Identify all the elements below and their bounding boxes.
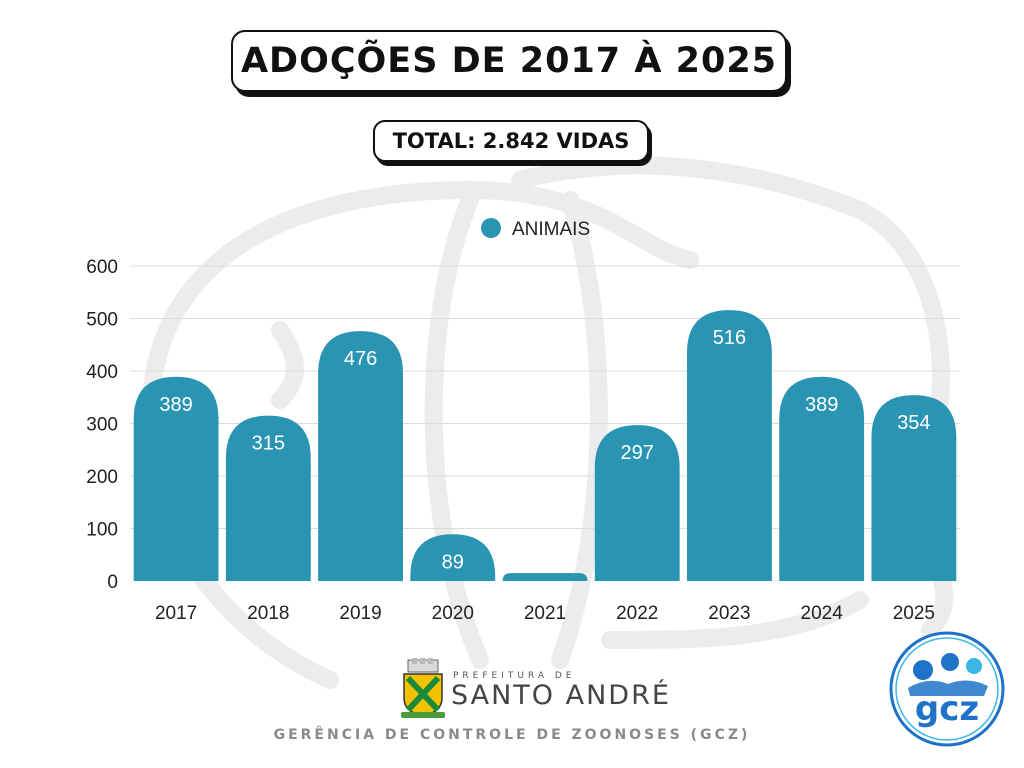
legend-marker-animais [481,218,501,238]
data-label-2020: 89 [442,551,464,573]
x-tick-label-2018: 2018 [247,603,289,624]
data-label-2024: 389 [805,394,838,416]
legend-label-animais: ANIMAIS [512,219,590,240]
x-tick-label-2017: 2017 [155,603,197,624]
data-label-2017: 389 [159,394,192,416]
y-tick-label: 200 [86,467,118,488]
bar-2018 [225,415,311,581]
bar-2022 [594,425,680,581]
data-label-2018: 315 [252,433,285,455]
x-tick-label-2023: 2023 [708,603,750,624]
bar-2017 [133,376,219,581]
x-tick-label-2024: 2024 [801,603,844,624]
y-tick-label: 400 [86,362,118,383]
data-label-2022: 297 [621,442,654,464]
data-label-2019: 476 [344,348,377,370]
bar-2025 [871,395,957,581]
chart-title: ADOÇÕES DE 2017 À 2025 [231,30,787,92]
gcz-logo-icon: gcz [889,631,1005,747]
prefecture-label: PREFEITURA DE [453,671,576,681]
x-tick-label-2025: 2025 [893,603,935,624]
chart-subtitle: TOTAL: 2.842 VIDAS [373,120,649,162]
bar-2021 [502,573,588,581]
x-tick-label-2021: 2021 [524,603,566,624]
gcz-logo-text: gcz [915,689,979,729]
legend: ANIMAIS [481,218,590,240]
bar-2024 [779,376,865,581]
bar-2019 [318,331,403,581]
santo-andre-crest-icon [401,658,445,718]
x-axis: 2017 2018 2019 2020 2021 2022 2023 2024 2025 [155,603,935,624]
bar-2020 [410,534,496,581]
bar-2023 [687,310,772,581]
x-tick-label-2020: 2020 [432,603,474,624]
x-tick-label-2019: 2019 [339,603,381,624]
data-label-2025: 354 [897,412,930,434]
city-label: SANTO ANDRÉ [451,680,671,711]
y-tick-label: 600 [86,257,118,278]
y-tick-label: 500 [86,310,118,331]
data-label-2023: 516 [713,327,746,349]
y-axis: 0 100 200 300 400 500 600 [86,257,118,593]
bars: 389 315 476 89 297 516 389 354 [133,310,957,581]
x-tick-label-2022: 2022 [616,603,658,624]
y-tick-label: 300 [86,415,118,436]
y-tick-label: 100 [86,520,118,541]
y-tick-label: 0 [107,572,118,593]
organization-name: GERÊNCIA DE CONTROLE DE ZOONOSES (GCZ) [273,727,751,743]
